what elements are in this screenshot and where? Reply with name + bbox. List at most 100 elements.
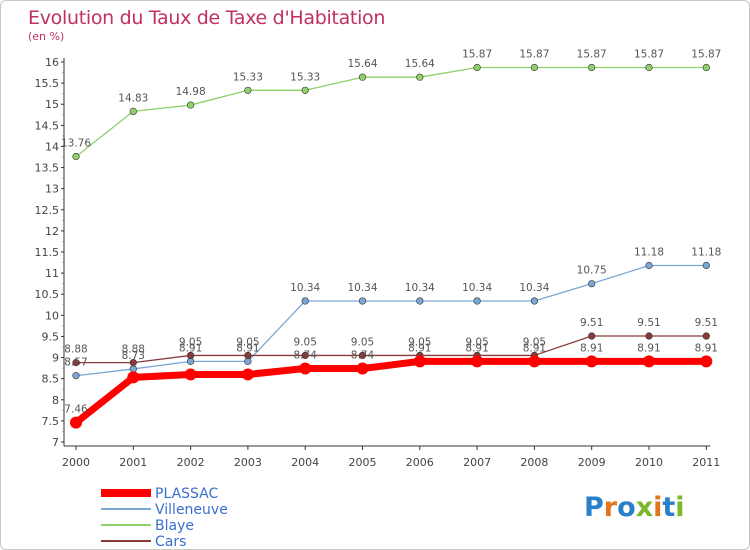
data-label: 9.05 — [408, 336, 431, 348]
data-point-cars — [358, 351, 367, 360]
data-label: 8.91 — [695, 342, 718, 354]
data-point-plassac — [184, 368, 197, 381]
legend-label-cars: Cars — [155, 534, 186, 550]
data-label: 10.34 — [290, 282, 320, 294]
x-tick-label: 2002 — [177, 456, 205, 469]
y-tick-label: 8 — [52, 394, 59, 407]
data-label: 8.88 — [64, 344, 87, 356]
data-label: 9.05 — [523, 336, 546, 348]
data-label: 15.64 — [405, 58, 435, 70]
data-label: 15.87 — [462, 48, 492, 60]
y-tick-label: 7 — [52, 436, 59, 449]
x-tick-label: 2004 — [291, 456, 319, 469]
data-point-blaye — [530, 63, 539, 72]
data-point-cars — [244, 351, 252, 360]
x-tick-label: 2001 — [119, 456, 147, 469]
data-point-cars — [702, 332, 710, 340]
y-tick-label: 10.5 — [35, 288, 60, 301]
legend-label-plassac: PLASSAC — [155, 486, 219, 502]
y-tick-label: 12.5 — [35, 204, 60, 217]
data-point-villeneuve — [129, 365, 137, 373]
y-tick-label: 14 — [45, 140, 59, 153]
y-tick-label: 11.5 — [35, 246, 60, 259]
data-label: 15.64 — [347, 58, 377, 70]
x-tick-label: 2011 — [692, 456, 720, 469]
y-tick-label: 9.5 — [42, 330, 60, 343]
data-label: 8.91 — [580, 342, 603, 354]
data-point-blaye — [244, 86, 252, 94]
data-point-plassac — [585, 355, 598, 368]
data-label: 9.05 — [465, 336, 488, 348]
data-label: 14.83 — [118, 92, 148, 104]
x-tick-label: 2010 — [635, 456, 663, 469]
chart-subtitle: (en %) — [28, 30, 65, 43]
data-point-blaye — [187, 101, 195, 109]
y-tick-label: 13.5 — [35, 162, 60, 175]
data-label: 9.05 — [236, 336, 259, 348]
data-label: 8.91 — [523, 342, 546, 354]
data-point-blaye — [72, 152, 80, 161]
data-point-plassac — [413, 355, 426, 368]
data-point-plassac — [299, 362, 312, 375]
y-tick-label: 11 — [45, 267, 59, 280]
series-line-plassac — [72, 357, 710, 427]
data-point-blaye — [358, 73, 367, 81]
data-label: 9.05 — [351, 336, 374, 348]
data-label: 15.87 — [691, 48, 721, 60]
data-point-cars — [129, 359, 137, 367]
data-point-villeneuve — [72, 372, 80, 380]
data-point-plassac — [528, 355, 541, 368]
x-tick-label: 2005 — [349, 456, 377, 469]
data-point-blaye — [416, 73, 424, 81]
data-point-villeneuve — [702, 261, 710, 270]
y-tick-label: 10 — [45, 309, 59, 322]
data-label: 14.98 — [176, 86, 206, 98]
data-point-cars — [645, 332, 653, 340]
data-point-villeneuve — [301, 297, 309, 305]
data-label: 13.76 — [61, 138, 91, 150]
data-label: 10.34 — [462, 282, 492, 294]
data-label: 10.34 — [405, 282, 435, 294]
y-tick-label: 14.5 — [35, 119, 60, 132]
data-point-villeneuve — [473, 297, 481, 305]
data-point-plassac — [471, 355, 484, 368]
data-point-blaye — [301, 86, 309, 94]
data-label: 8.91 — [465, 342, 488, 354]
data-point-villeneuve — [187, 357, 195, 365]
x-tick-label: 2009 — [578, 456, 606, 469]
legend-label-villeneuve: Villeneuve — [155, 502, 228, 518]
data-label: 8.91 — [179, 342, 202, 354]
data-point-cars — [588, 332, 596, 340]
data-label: 10.34 — [347, 282, 377, 294]
data-point-blaye — [645, 63, 653, 72]
data-label: 15.87 — [577, 48, 607, 60]
data-point-villeneuve — [645, 261, 653, 270]
data-label: 9.05 — [294, 336, 317, 348]
data-label: 8.91 — [236, 342, 259, 354]
data-point-plassac — [70, 416, 82, 429]
data-label: 11.18 — [691, 247, 721, 259]
y-tick-label: 7.5 — [42, 415, 60, 428]
legend-label-blaye: Blaye — [155, 518, 194, 534]
y-tick-label: 9 — [52, 352, 59, 365]
data-label: 9.51 — [637, 317, 660, 329]
proxiti-logo: Proxiti — [584, 492, 685, 523]
data-point-villeneuve — [530, 297, 539, 305]
data-point-plassac — [356, 362, 369, 375]
data-label: 15.33 — [290, 71, 320, 83]
data-point-blaye — [473, 63, 481, 72]
data-label: 8.57 — [64, 357, 87, 369]
data-point-cars — [72, 359, 80, 367]
data-point-plassac — [643, 355, 655, 368]
data-point-plassac — [241, 368, 254, 381]
series-line-blaye — [75, 66, 707, 158]
x-tick-label: 2008 — [520, 456, 548, 469]
data-point-cars — [187, 351, 195, 360]
data-label: 8.91 — [637, 342, 660, 354]
data-label: 7.46 — [64, 404, 88, 416]
data-point-villeneuve — [244, 357, 252, 365]
data-label: 9.51 — [580, 317, 603, 329]
data-point-plassac — [127, 371, 140, 384]
